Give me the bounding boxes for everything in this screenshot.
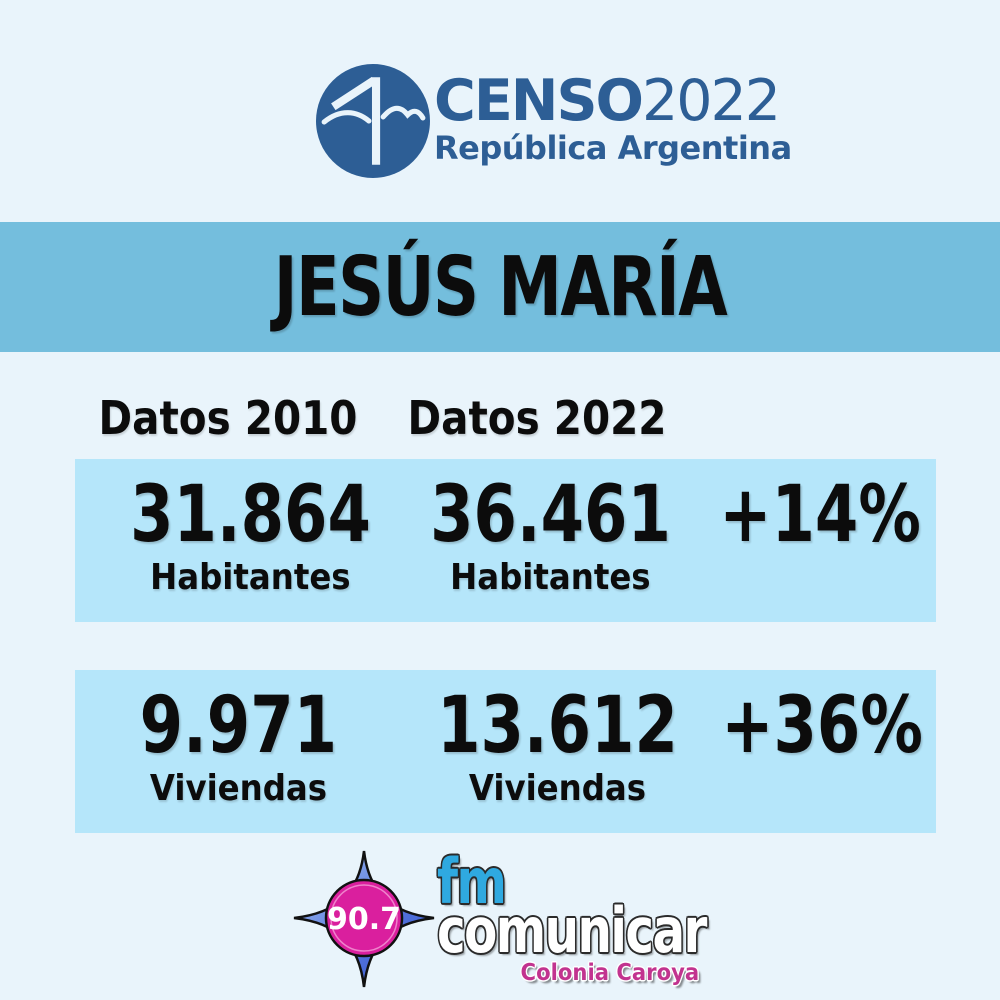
delta-value: +14% [719, 470, 921, 560]
stat-delta-viviendas: +36% [612, 670, 1000, 774]
fm-comunicar-logo: 90.7 fm comunicar Colonia Caroya [292, 848, 712, 998]
stat-label: Viviendas [468, 768, 646, 809]
stat-label: Habitantes [149, 557, 351, 598]
censo-subtitle: República Argentina [434, 129, 792, 167]
stat-number: 9.971 [139, 681, 337, 771]
stat-box-habitantes: 31.864 Habitantes 36.461 Habitantes +14% [75, 459, 936, 622]
censo-year: 2022 [641, 68, 781, 134]
censo-globe-icon [316, 64, 430, 178]
fm-brand-name: comunicar [437, 894, 707, 967]
stat-number: 36.461 [429, 470, 671, 560]
stat-box-viviendas: 9.971 Viviendas 13.612 Viviendas +36% [75, 670, 936, 833]
fm-logo-text: fm comunicar Colonia Caroya [437, 845, 707, 987]
col-header-datos-2022: Datos 2022 [407, 391, 667, 445]
stat-delta-habitantes: +14% [610, 459, 1000, 563]
fm-frequency: 90.7 [327, 902, 401, 937]
fm-city-label: Colonia Caroya [520, 960, 699, 986]
col-header-datos-2010: Datos 2010 [98, 391, 358, 445]
censo-2022-logo: CENSO2022 República Argentina [316, 64, 792, 178]
stat-number: 13.612 [436, 681, 678, 771]
stat-viviendas-2010: 9.971 Viviendas [28, 670, 448, 809]
censo-title: CENSO2022 [434, 73, 792, 130]
delta-value: +36% [721, 681, 923, 771]
fm-brand-prefix: fm [437, 845, 507, 918]
stat-habitantes-2010: 31.864 Habitantes [40, 459, 460, 598]
stat-number: 31.864 [129, 470, 371, 560]
city-banner: JESÚS MARÍA [0, 222, 1000, 352]
stat-label: Habitantes [449, 557, 651, 598]
stat-habitantes-2022: 36.461 Habitantes [340, 459, 760, 598]
stat-label: Viviendas [149, 768, 327, 809]
censo-logo-text: CENSO2022 República Argentina [434, 64, 792, 178]
censo-word: CENSO [434, 68, 644, 134]
stat-viviendas-2022: 13.612 Viviendas [347, 670, 767, 809]
fm-star-icon: 90.7 [293, 850, 435, 988]
city-title: JESÚS MARÍA [273, 239, 728, 335]
